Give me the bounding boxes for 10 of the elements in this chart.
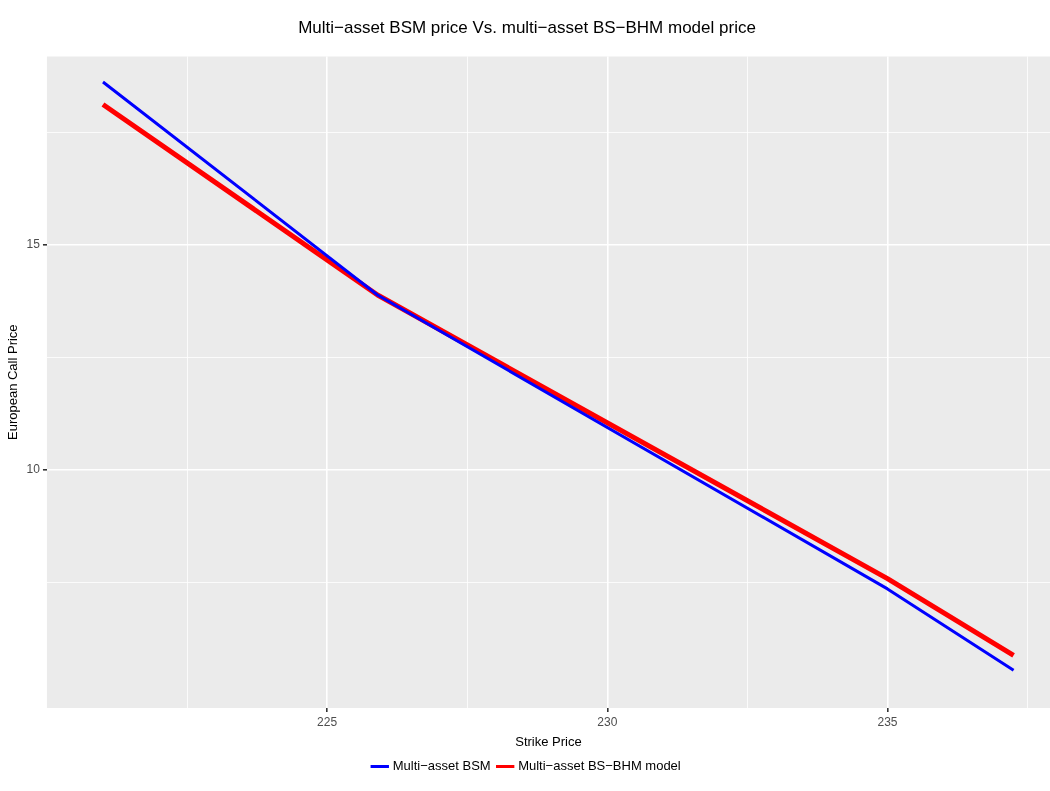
y-tick-label: 15: [26, 237, 41, 252]
y-axis-title: European Call Price: [5, 324, 21, 441]
x-tick-label: 225: [317, 714, 338, 729]
chart-title: Multi−asset BSM price Vs. multi−asset BS−BHM model price: [298, 17, 756, 37]
legend-label: Multi−asset BS−BHM model: [518, 758, 681, 774]
x-tick-label: 230: [597, 714, 618, 729]
legend-label: Multi−asset BSM: [392, 758, 491, 774]
y-tick-label: 10: [26, 462, 41, 477]
x-tick-label: 235: [877, 714, 898, 729]
x-axis-title: Strike Price: [515, 733, 582, 749]
